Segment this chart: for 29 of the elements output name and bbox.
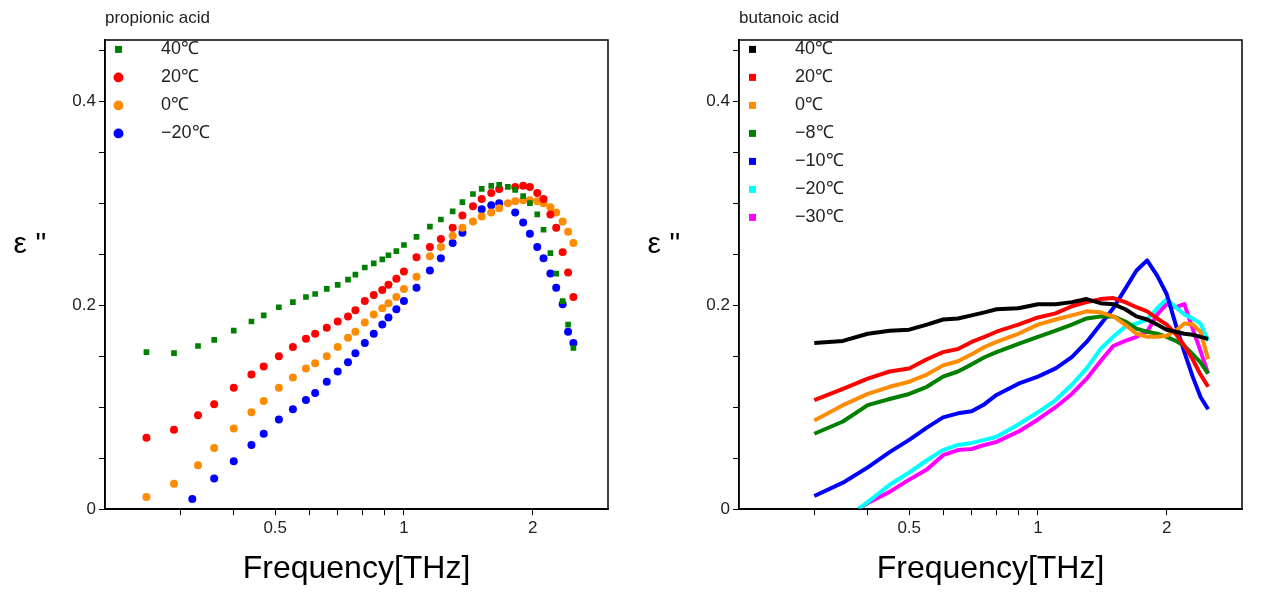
y-tick-label: 0.2 — [72, 294, 96, 314]
y-tick-label: 0 — [720, 498, 730, 518]
legend-label: −8℃ — [765, 122, 834, 143]
y-axis-title: ε '' — [13, 225, 47, 259]
legend-label: −10℃ — [765, 150, 844, 171]
legend-label: −30℃ — [765, 206, 844, 227]
x-axis-title: Frequency[THz] — [876, 548, 1105, 585]
x-axis-title: Frequency[THz] — [242, 548, 471, 585]
x-tick-label: 0.5 — [263, 518, 288, 538]
y-axis-title: ε '' — [647, 225, 681, 259]
legend-label: 40℃ — [131, 38, 200, 59]
x-tick-label: 1 — [399, 518, 409, 538]
y-tick-label: 0.4 — [72, 90, 96, 110]
legend-title: butanoic acid — [739, 8, 840, 28]
legend-label: −20℃ — [131, 122, 210, 143]
x-tick-label: 2 — [1161, 518, 1172, 538]
legend-label: 40℃ — [765, 38, 834, 59]
y-tick-label: 0 — [86, 498, 96, 518]
x-tick-label: 0.5 — [897, 518, 922, 538]
legend-label: 0℃ — [131, 94, 190, 115]
y-tick-label: 0.2 — [706, 294, 730, 314]
y-tick-label: 0.4 — [706, 90, 730, 110]
legend-title: propionic acid — [105, 8, 210, 28]
legend-label: 0℃ — [765, 94, 824, 115]
x-tick-label: 1 — [1033, 518, 1043, 538]
legend-label: −20℃ — [765, 178, 844, 199]
x-tick-label: 2 — [527, 518, 538, 538]
legend-label: 20℃ — [131, 66, 200, 87]
legend-label: 20℃ — [765, 66, 834, 87]
